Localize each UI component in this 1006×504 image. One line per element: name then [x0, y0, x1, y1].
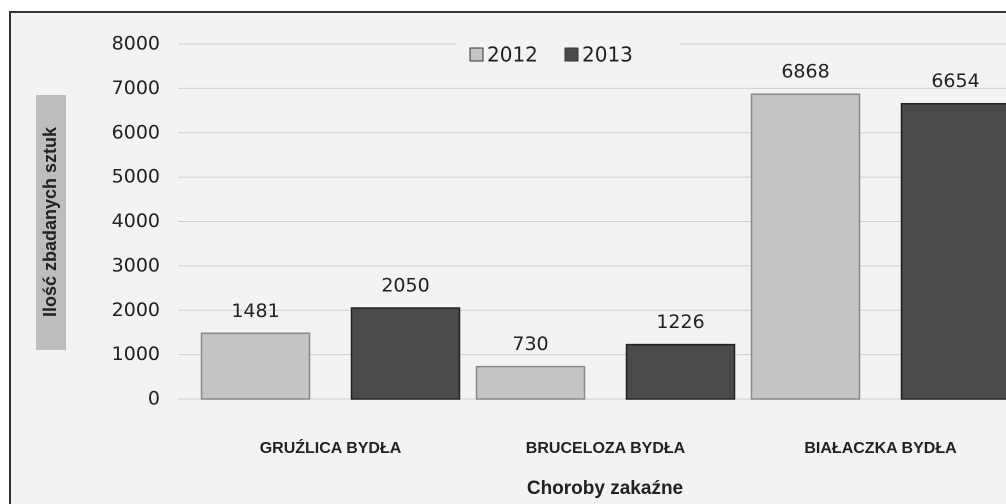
legend-label: 2013 — [582, 43, 633, 67]
bar — [750, 93, 861, 400]
x-tick-label: BIAŁACZKA BYDŁA — [804, 440, 957, 457]
legend-swatch — [469, 47, 484, 62]
y-axis-label: Ilość zbadanych sztuk — [40, 126, 60, 317]
y-tick-label: 0 — [148, 388, 160, 410]
value-label: 730 — [512, 333, 548, 355]
y-tick-label: 3000 — [112, 254, 160, 276]
value-label: 6868 — [781, 61, 829, 83]
value-label: 2050 — [381, 275, 429, 297]
x-axis-label: Choroby zakaźne — [527, 478, 683, 499]
bar — [625, 343, 736, 400]
bar — [350, 307, 461, 400]
y-tick-label: 5000 — [112, 166, 160, 188]
y-label-box — [36, 95, 66, 350]
bar — [200, 332, 311, 400]
y-tick-label: 7000 — [112, 77, 160, 99]
legend-swatch — [564, 47, 579, 62]
y-tick-label: 1000 — [112, 343, 160, 365]
x-tick-label: GRUŹLICA BYDŁA — [260, 438, 402, 457]
value-label: 1226 — [656, 311, 704, 333]
y-tick-label: 6000 — [112, 121, 160, 143]
legend-label: 2012 — [487, 43, 538, 67]
bar — [475, 365, 586, 400]
value-label: 6654 — [931, 70, 979, 92]
value-label: 1481 — [231, 300, 279, 322]
x-tick-label: BRUCELOZA BYDŁA — [526, 440, 686, 457]
bar — [900, 102, 1006, 400]
y-tick-label: 4000 — [112, 210, 160, 232]
y-tick-label: 8000 — [112, 33, 160, 55]
y-tick-label: 2000 — [112, 299, 160, 321]
